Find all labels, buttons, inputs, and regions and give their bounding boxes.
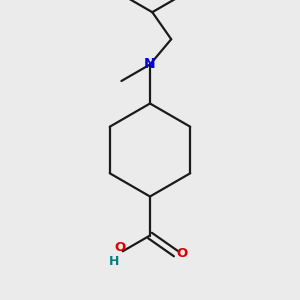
Text: H: H	[109, 255, 119, 268]
Text: O: O	[177, 247, 188, 260]
Text: N: N	[144, 58, 156, 71]
Text: O: O	[114, 241, 125, 254]
